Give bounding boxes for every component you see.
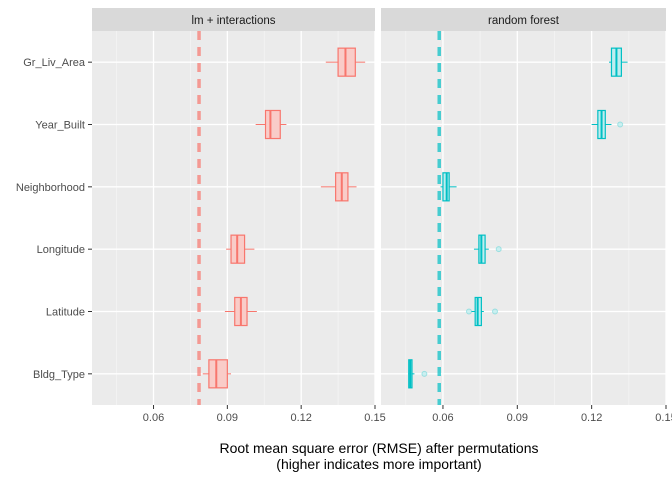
- box-latitude: [465, 296, 498, 327]
- box-gr-liv-area: [325, 47, 366, 77]
- y-tick-label: Gr_Liv_Area: [23, 57, 86, 69]
- box-neighborhood: [320, 172, 357, 202]
- panel-title-lm: lm + interactions: [191, 15, 275, 27]
- x-tick-label: 0.15: [364, 412, 385, 424]
- panel-grid-rf: [381, 31, 667, 405]
- y-tick-label: Neighborhood: [16, 182, 85, 194]
- box-iqr: [337, 47, 356, 77]
- box-iqr: [264, 109, 281, 140]
- box-year-built: [591, 109, 624, 140]
- box-longitude: [226, 234, 255, 264]
- outlier-point: [495, 246, 502, 253]
- outlier-point: [492, 308, 498, 315]
- panel-lm-interactions: lm + interactions: [92, 8, 376, 405]
- panel-background-lm: [92, 31, 375, 405]
- x-tick-label: 0.15: [655, 412, 672, 424]
- x-tick-label: 0.06: [143, 412, 164, 424]
- panel-background-rf: [381, 31, 666, 405]
- panel-strip-lm: [92, 8, 375, 31]
- panel-title-rf: random forest: [488, 15, 560, 27]
- box-year-built: [255, 109, 287, 140]
- panel-strip-rf: [381, 8, 666, 31]
- x-axis-title: Root mean square error (RMSE) after perm…: [219, 440, 538, 456]
- box-longitude: [473, 234, 502, 264]
- box-bldg-type: [408, 359, 428, 389]
- panel-marks-lm: [197, 31, 366, 405]
- box-bldg-type: [202, 359, 232, 389]
- y-axis: Gr_Liv_Area Year_Built Neighborhood Longitu…: [16, 57, 92, 381]
- y-tick-label: Longitude: [37, 244, 85, 256]
- box-iqr: [208, 359, 228, 389]
- x-axis-subtitle: (higher indicates more important): [276, 456, 481, 472]
- outlier-point: [465, 308, 472, 315]
- x-tick-label: 0.12: [290, 412, 311, 424]
- x-axis: 0.06 0.09 0.12 0.15 0.06 0.09 0.12 0.15: [143, 405, 672, 424]
- outlier-point: [421, 370, 428, 377]
- y-tick-label: Year_Built: [35, 120, 85, 132]
- y-tick-label: Bldg_Type: [33, 369, 85, 381]
- panel-marks-rf: [408, 31, 628, 405]
- x-tick-label: 0.12: [581, 412, 602, 424]
- box-neighborhood: [440, 172, 457, 202]
- panel-rf: random forest: [381, 8, 667, 405]
- outlier-point: [617, 121, 624, 128]
- box-gr-liv-area: [609, 47, 628, 77]
- y-tick-label: Latitude: [46, 307, 85, 319]
- box-latitude: [224, 296, 257, 327]
- x-tick-label: 0.09: [507, 412, 528, 424]
- x-tick-label: 0.06: [432, 412, 453, 424]
- x-tick-label: 0.09: [217, 412, 238, 424]
